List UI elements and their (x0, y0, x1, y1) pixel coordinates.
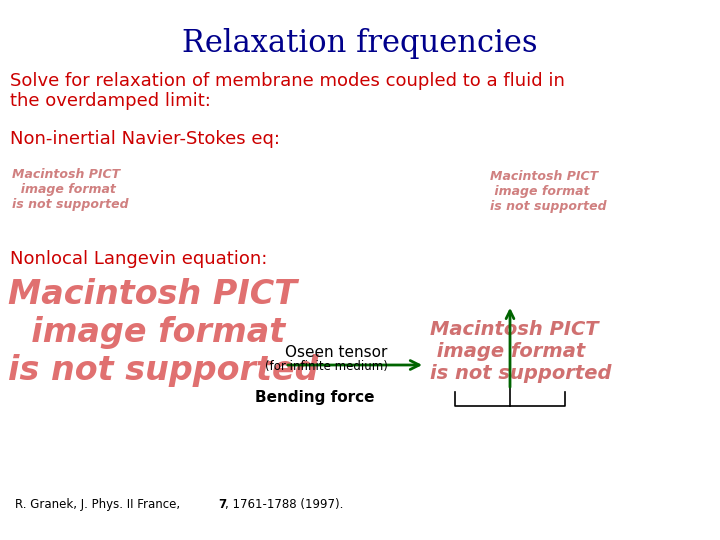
Text: Macintosh PICT
  image format
is not supported: Macintosh PICT image format is not suppo… (8, 278, 318, 387)
Text: Non-inertial Navier-Stokes eq:: Non-inertial Navier-Stokes eq: (10, 130, 280, 148)
Text: Nonlocal Langevin equation:: Nonlocal Langevin equation: (10, 250, 267, 268)
Text: R. Granek, J. Phys. II France,: R. Granek, J. Phys. II France, (15, 498, 184, 511)
Text: Macintosh PICT
  image format
is not supported: Macintosh PICT image format is not suppo… (12, 168, 129, 211)
Text: Bending force: Bending force (255, 390, 374, 405)
Text: Solve for relaxation of membrane modes coupled to a fluid in: Solve for relaxation of membrane modes c… (10, 72, 565, 90)
Text: Relaxation frequencies: Relaxation frequencies (182, 28, 538, 59)
Text: Macintosh PICT
 image format
is not supported: Macintosh PICT image format is not suppo… (490, 170, 607, 213)
Text: Macintosh PICT
 image format
is not supported: Macintosh PICT image format is not suppo… (430, 320, 611, 383)
Text: Oseen tensor: Oseen tensor (285, 345, 387, 360)
Text: the overdamped limit:: the overdamped limit: (10, 92, 211, 110)
Text: (for infinite medium): (for infinite medium) (265, 360, 388, 373)
Text: , 1761-1788 (1997).: , 1761-1788 (1997). (225, 498, 343, 511)
Text: 7: 7 (218, 498, 226, 511)
